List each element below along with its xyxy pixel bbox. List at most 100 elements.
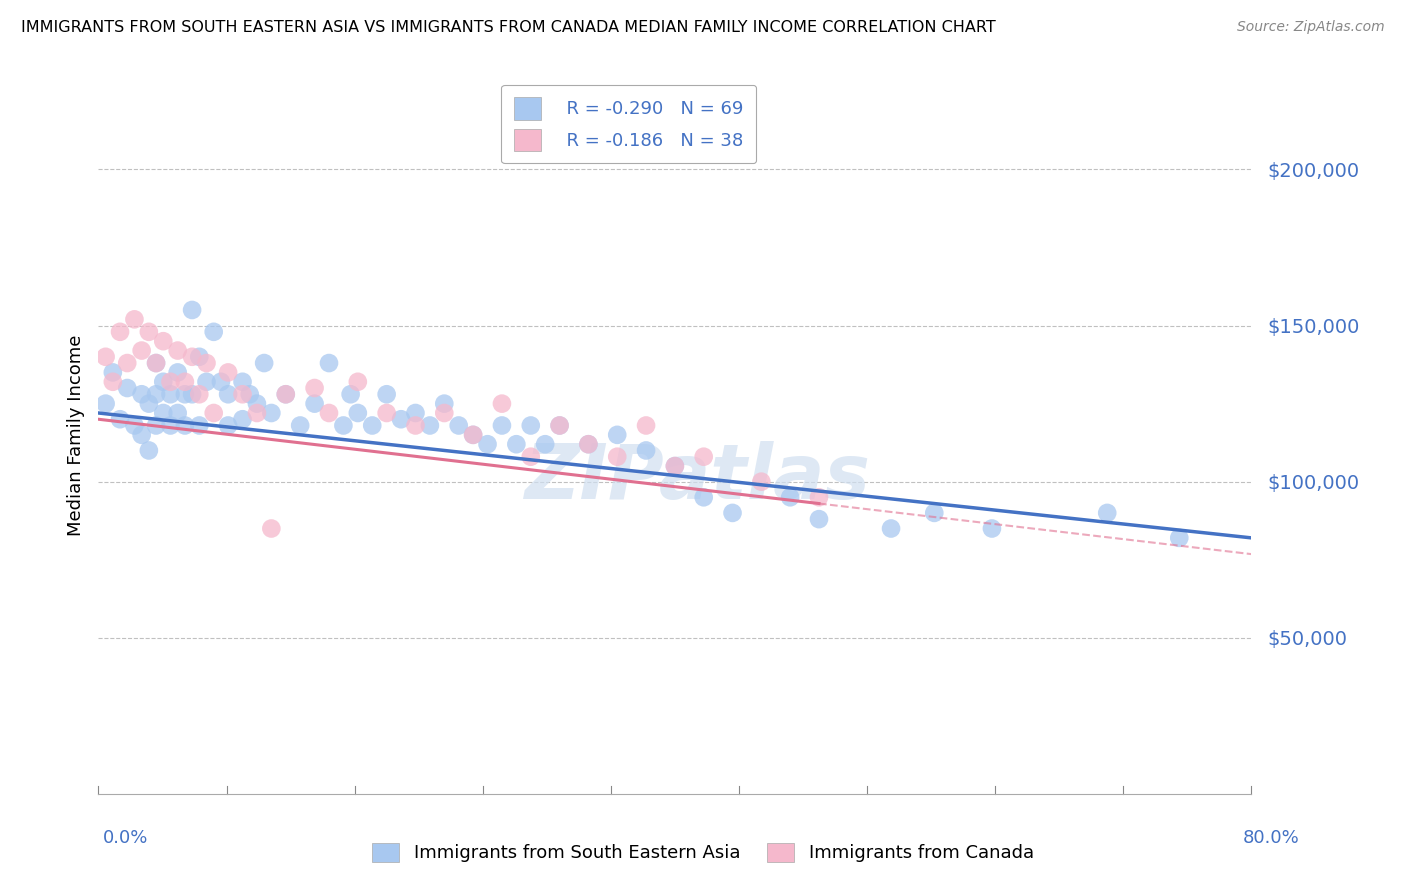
Point — [138, 443, 160, 458]
Point — [751, 475, 773, 489]
Point — [808, 512, 831, 526]
Point — [433, 396, 456, 410]
Point — [260, 521, 283, 535]
Point — [290, 418, 312, 433]
Point — [693, 450, 716, 464]
Point — [94, 396, 117, 410]
Point — [188, 350, 211, 364]
Point — [405, 418, 427, 433]
Point — [246, 396, 269, 410]
Point — [152, 406, 174, 420]
Point — [181, 387, 204, 401]
Point — [231, 387, 254, 401]
Point — [217, 366, 239, 380]
Point — [606, 450, 628, 464]
Point — [361, 418, 384, 433]
Point — [131, 428, 153, 442]
Point — [520, 418, 543, 433]
Point — [101, 366, 124, 380]
Point — [578, 437, 600, 451]
Point — [166, 366, 188, 380]
Point — [304, 381, 326, 395]
Point — [202, 325, 225, 339]
Point — [152, 334, 174, 349]
Point — [636, 418, 658, 433]
Point — [491, 396, 513, 410]
Point — [693, 491, 716, 505]
Text: ZIPatlas: ZIPatlas — [524, 441, 870, 515]
Point — [195, 375, 218, 389]
Point — [108, 325, 131, 339]
Text: Source: ZipAtlas.com: Source: ZipAtlas.com — [1237, 20, 1385, 34]
Point — [606, 428, 628, 442]
Point — [274, 387, 297, 401]
Point — [534, 437, 557, 451]
Point — [138, 325, 160, 339]
Point — [981, 521, 1004, 535]
Point — [195, 356, 218, 370]
Point — [166, 343, 188, 358]
Text: IMMIGRANTS FROM SOUTH EASTERN ASIA VS IMMIGRANTS FROM CANADA MEDIAN FAMILY INCOM: IMMIGRANTS FROM SOUTH EASTERN ASIA VS IM… — [21, 20, 995, 35]
Point — [145, 387, 167, 401]
Point — [124, 312, 146, 326]
Point — [664, 458, 686, 473]
Point — [108, 412, 131, 426]
Point — [101, 375, 124, 389]
Point — [260, 406, 283, 420]
Point — [548, 418, 571, 433]
Point — [477, 437, 499, 451]
Legend: Immigrants from South Eastern Asia, Immigrants from Canada: Immigrants from South Eastern Asia, Immi… — [366, 836, 1040, 870]
Point — [202, 406, 225, 420]
Point — [924, 506, 946, 520]
Point — [117, 381, 139, 395]
Point — [346, 375, 368, 389]
Point — [721, 506, 744, 520]
Point — [131, 387, 153, 401]
Point — [181, 350, 204, 364]
Point — [461, 428, 484, 442]
Point — [181, 303, 204, 318]
Point — [346, 406, 368, 420]
Point — [636, 443, 658, 458]
Point — [138, 396, 160, 410]
Point — [217, 387, 239, 401]
Point — [174, 418, 197, 433]
Point — [419, 418, 441, 433]
Point — [188, 387, 211, 401]
Point — [152, 375, 174, 389]
Point — [779, 491, 801, 505]
Point — [145, 356, 167, 370]
Point — [405, 406, 427, 420]
Y-axis label: Median Family Income: Median Family Income — [66, 334, 84, 535]
Point — [1097, 506, 1119, 520]
Point — [274, 387, 297, 401]
Point — [94, 350, 117, 364]
Text: 80.0%: 80.0% — [1243, 829, 1299, 847]
Point — [318, 406, 340, 420]
Legend:   R = -0.290   N = 69,   R = -0.186   N = 38: R = -0.290 N = 69, R = -0.186 N = 38 — [501, 85, 756, 163]
Point — [231, 412, 254, 426]
Point — [117, 356, 139, 370]
Point — [304, 396, 326, 410]
Point — [375, 406, 398, 420]
Point — [491, 418, 513, 433]
Point — [174, 375, 197, 389]
Point — [578, 437, 600, 451]
Point — [375, 387, 398, 401]
Point — [1168, 531, 1191, 545]
Point — [159, 375, 181, 389]
Point — [209, 375, 232, 389]
Point — [332, 418, 354, 433]
Point — [808, 491, 831, 505]
Point — [131, 343, 153, 358]
Point — [664, 458, 686, 473]
Point — [461, 428, 484, 442]
Point — [520, 450, 543, 464]
Point — [159, 387, 181, 401]
Point — [253, 356, 276, 370]
Point — [389, 412, 412, 426]
Point — [246, 406, 269, 420]
Point — [188, 418, 211, 433]
Point — [239, 387, 262, 401]
Point — [880, 521, 903, 535]
